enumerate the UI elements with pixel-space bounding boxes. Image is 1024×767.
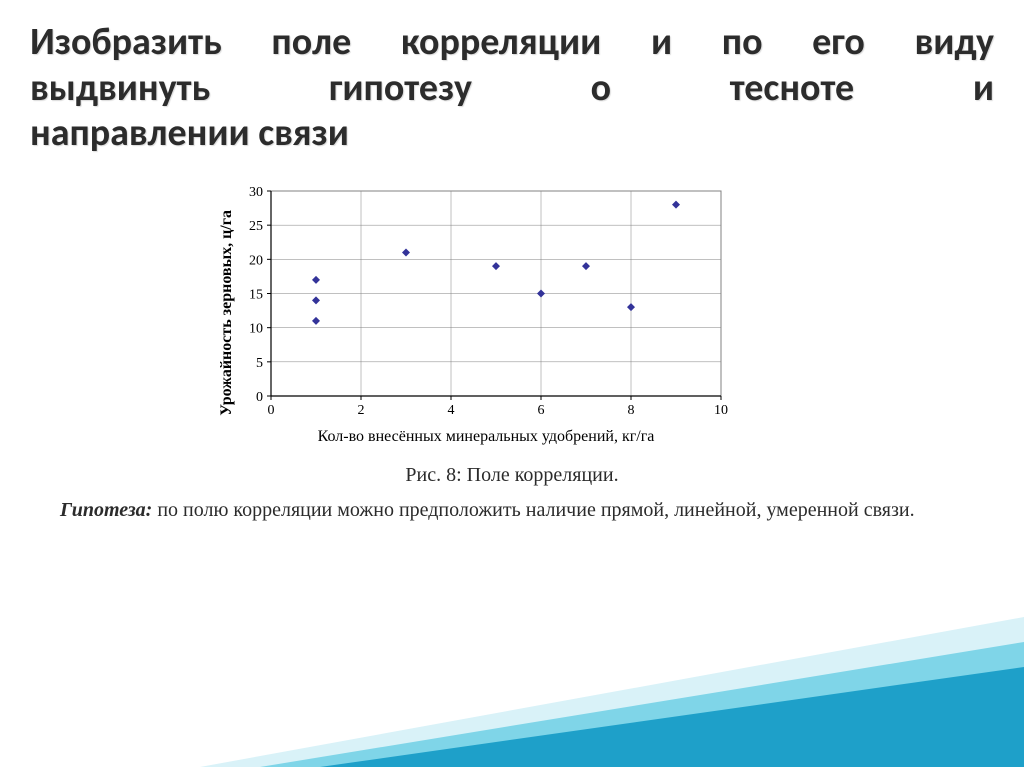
- title-line-3: направлении связи: [30, 111, 994, 157]
- svg-text:30: 30: [249, 185, 263, 200]
- svg-text:20: 20: [249, 253, 263, 268]
- scatter-chart: 0 2 4 6 8 10 0 5 10 15 20 25 30 Кол-во внесённых мин…: [236, 181, 736, 446]
- svg-text:0: 0: [268, 403, 275, 418]
- svg-text:25: 25: [249, 219, 263, 234]
- svg-text:2: 2: [358, 403, 365, 418]
- svg-text:6: 6: [538, 403, 545, 418]
- hypothesis-body: по полю корреляции можно предположить на…: [152, 499, 914, 521]
- svg-text:15: 15: [249, 287, 263, 302]
- hypothesis-lead: Гипотеза:: [60, 499, 152, 521]
- svg-text:0: 0: [256, 390, 263, 405]
- title-line-2: выдвинуть гипотезу о тесноте и: [30, 65, 994, 111]
- chart-container: Урожайность зерновых, ц/га 0 2 4 6 8 10 0 5 10 15…: [212, 181, 812, 446]
- slide-decor: [0, 587, 1024, 767]
- svg-text:8: 8: [628, 403, 635, 418]
- slide-title: Изобразить поле корреляции и по его виду…: [30, 20, 994, 157]
- slide: Изобразить поле корреляции и по его виду…: [0, 0, 1024, 767]
- x-axis-label: Кол-во внесённых минеральных удобрений, …: [236, 428, 736, 446]
- svg-text:5: 5: [256, 356, 263, 371]
- figure-caption: Рис. 8: Поле корреляции.: [30, 464, 994, 487]
- y-axis-label: Урожайность зерновых, ц/га: [212, 210, 236, 416]
- svg-text:10: 10: [714, 403, 728, 418]
- hypothesis-text: Гипотеза: по полю корреляции можно предп…: [60, 497, 964, 524]
- title-line-1: Изобразить поле корреляции и по его виду: [30, 19, 994, 65]
- svg-text:4: 4: [448, 403, 455, 418]
- svg-text:10: 10: [249, 321, 263, 336]
